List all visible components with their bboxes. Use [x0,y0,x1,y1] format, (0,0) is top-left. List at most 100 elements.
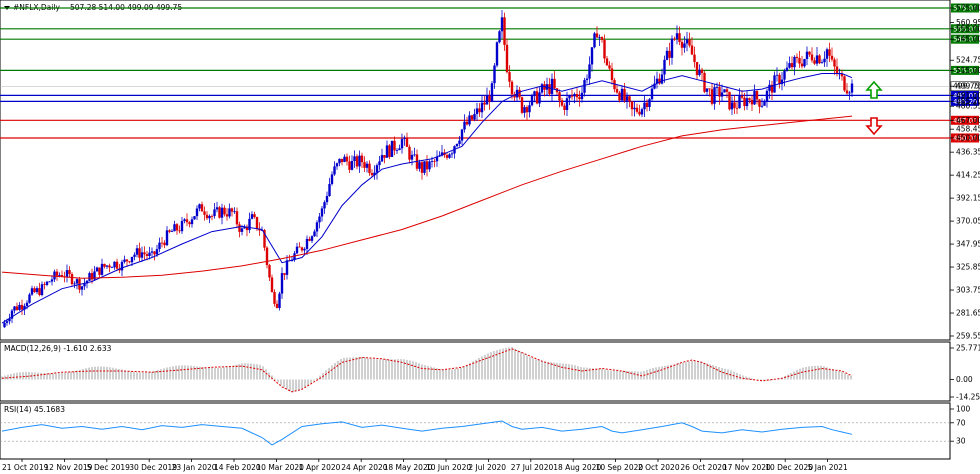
time-tick-label: 21 Oct 2019 [2,463,49,472]
candle-body [165,230,169,246]
level-tag-label: 575.00 [953,5,978,13]
candle-body [805,51,809,59]
candle-body [803,58,806,67]
candle-body [435,156,439,162]
candle-body [373,172,376,176]
candle-body [833,59,836,67]
candle-body [383,155,386,158]
candle-body [30,288,34,295]
rsi-panel-frame [0,402,951,460]
candle-body [168,230,171,232]
candle-body [703,73,706,92]
level-tag [951,90,979,100]
candle-body [95,267,99,272]
candle-body [158,242,161,250]
candle-body [840,73,844,77]
candle-body [770,84,774,93]
level-tag-label: 545.00 [953,36,978,44]
candle-body [480,102,484,113]
candle-body [810,54,814,61]
time-tick-label: 5 Jan 2021 [808,463,848,472]
candle-body [340,158,344,162]
candle-body [498,31,501,43]
time-tick-label: 30 Dec 2019 [129,463,177,472]
candle-body [20,304,24,310]
candle-body [100,263,104,275]
candle-body [765,90,769,102]
candle-body [50,279,54,282]
candle-body [43,284,46,286]
candle-body [685,39,689,44]
candle-body [828,49,831,56]
candle-body [693,54,696,62]
time-tick-label: 18 May 2020 [384,463,433,472]
candle-body [475,108,479,114]
candle-body [665,50,669,60]
level-tag-label: 450.00 [953,134,978,142]
candle-body [648,99,651,108]
price-tick-label: 392.15 [956,194,980,203]
candle-body [305,238,309,249]
candle-body [308,238,311,241]
candle-body [528,105,531,113]
candle-body [695,61,699,76]
candle-body [713,87,716,104]
candle-body [355,156,359,167]
candle-body [638,111,641,115]
time-tick-label: 1 Apr 2020 [299,463,341,472]
candle-body [630,101,634,110]
candle-body [130,256,134,263]
candle-body [278,293,281,308]
candle-body [540,84,544,93]
candle-body [513,94,516,98]
candle-body [793,56,796,68]
candle-body [320,208,324,217]
time-tick-label: 18 Aug 2020 [553,463,601,472]
up-arrow-icon [865,80,883,99]
candle-body [223,207,226,215]
candle-body [248,218,251,231]
rsi-series: 100 70 30 [0,405,971,446]
candle-body [738,96,741,109]
candle-body [235,211,239,225]
candle-body [73,283,76,285]
price-tick-label: 524.75 [956,56,980,65]
candle-body [395,150,399,151]
candle-body [343,156,346,162]
candle-body [128,261,131,263]
candle-body [778,74,781,85]
candle-body [135,248,139,255]
candle-body [268,265,271,278]
candle-body [325,196,329,203]
candle-body [298,246,301,248]
price-tick-label: 259.55 [956,332,980,341]
candle-body [663,59,666,75]
candle-body [655,78,659,84]
time-tick-label: 12 Nov 2019 [44,463,92,472]
candle-body [525,107,529,113]
candle-body [263,230,266,248]
candle-body [120,261,124,271]
candle-body [753,91,756,105]
candle-body [113,261,116,268]
candle-body [580,92,584,100]
candle-body [680,41,684,48]
candle-body [720,92,724,97]
price-tick-label: 515.00 [956,66,980,75]
candle-body [145,254,149,257]
time-tick-label: 14 Feb 2020 [214,463,261,472]
candle-body [35,288,39,293]
candle-body [733,102,736,108]
candle-body [455,143,459,147]
candle-body [688,39,691,46]
candle-body [133,254,136,257]
candle-body [673,38,676,40]
candle-body [500,17,504,32]
level-tag [951,24,979,34]
price-tick-label: 491.00 [956,91,980,100]
candle-body [785,67,789,71]
candle-body [213,209,216,217]
candle-body [598,37,601,38]
candle-body [45,281,49,285]
